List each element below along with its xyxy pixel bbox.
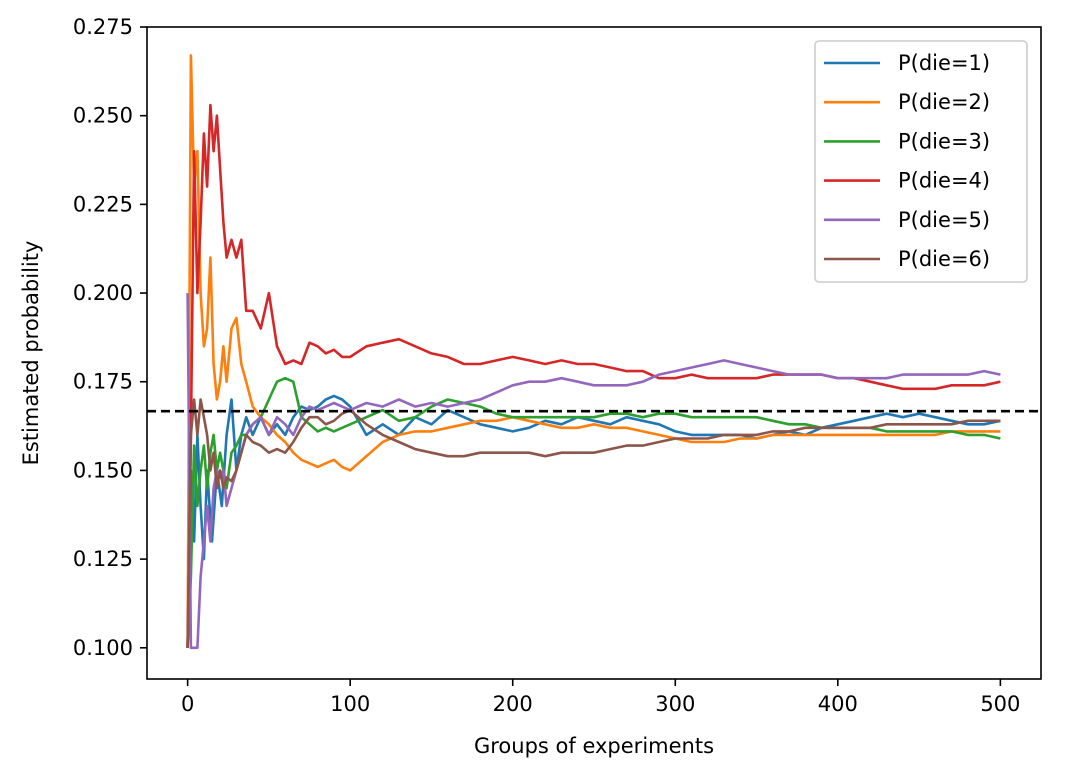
legend-box xyxy=(814,40,1028,283)
y-axis-label: Estimated probability xyxy=(19,241,43,466)
x-tick-label: 200 xyxy=(493,692,533,716)
x-tick-label: 500 xyxy=(980,692,1020,716)
series-line-2 xyxy=(186,54,1001,648)
axes-frame xyxy=(146,26,1042,680)
legend: P(die=1) P(die=2) P(die=3) P(die=4) P(die=5)… xyxy=(814,40,1028,283)
y-tick-label: 0.250 xyxy=(73,104,133,128)
y-axis-ticks: 0.100 0.125 0.150 0.175 0.200 0.225 0.250 0.275 xyxy=(73,15,147,660)
legend-label: P(die=4) xyxy=(898,169,990,193)
x-tick-label: 0 xyxy=(181,692,194,716)
legend-label: P(die=2) xyxy=(898,90,990,114)
x-axis-ticks: 0 100 200 300 400 500 xyxy=(181,679,1020,716)
y-tick-label: 0.225 xyxy=(73,192,133,216)
y-tick-label: 0.175 xyxy=(73,370,133,394)
legend-label: P(die=5) xyxy=(898,208,990,232)
x-axis-label: Groups of experiments xyxy=(474,734,714,758)
series-line-5 xyxy=(186,293,1001,650)
x-tick-label: 300 xyxy=(655,692,695,716)
y-tick-label: 0.200 xyxy=(73,281,133,305)
series-layer xyxy=(147,54,1041,650)
legend-label: P(die=3) xyxy=(898,129,990,153)
x-tick-label: 400 xyxy=(818,692,858,716)
legend-label: P(die=1) xyxy=(898,51,990,75)
y-tick-label: 0.150 xyxy=(73,458,133,482)
y-tick-label: 0.100 xyxy=(73,636,133,660)
axes-border xyxy=(146,26,1042,680)
y-tick-label: 0.125 xyxy=(73,547,133,571)
series-line-6 xyxy=(186,398,1001,648)
legend-label: P(die=6) xyxy=(898,247,990,271)
y-tick-label: 0.275 xyxy=(73,15,133,39)
x-tick-label: 100 xyxy=(330,692,370,716)
